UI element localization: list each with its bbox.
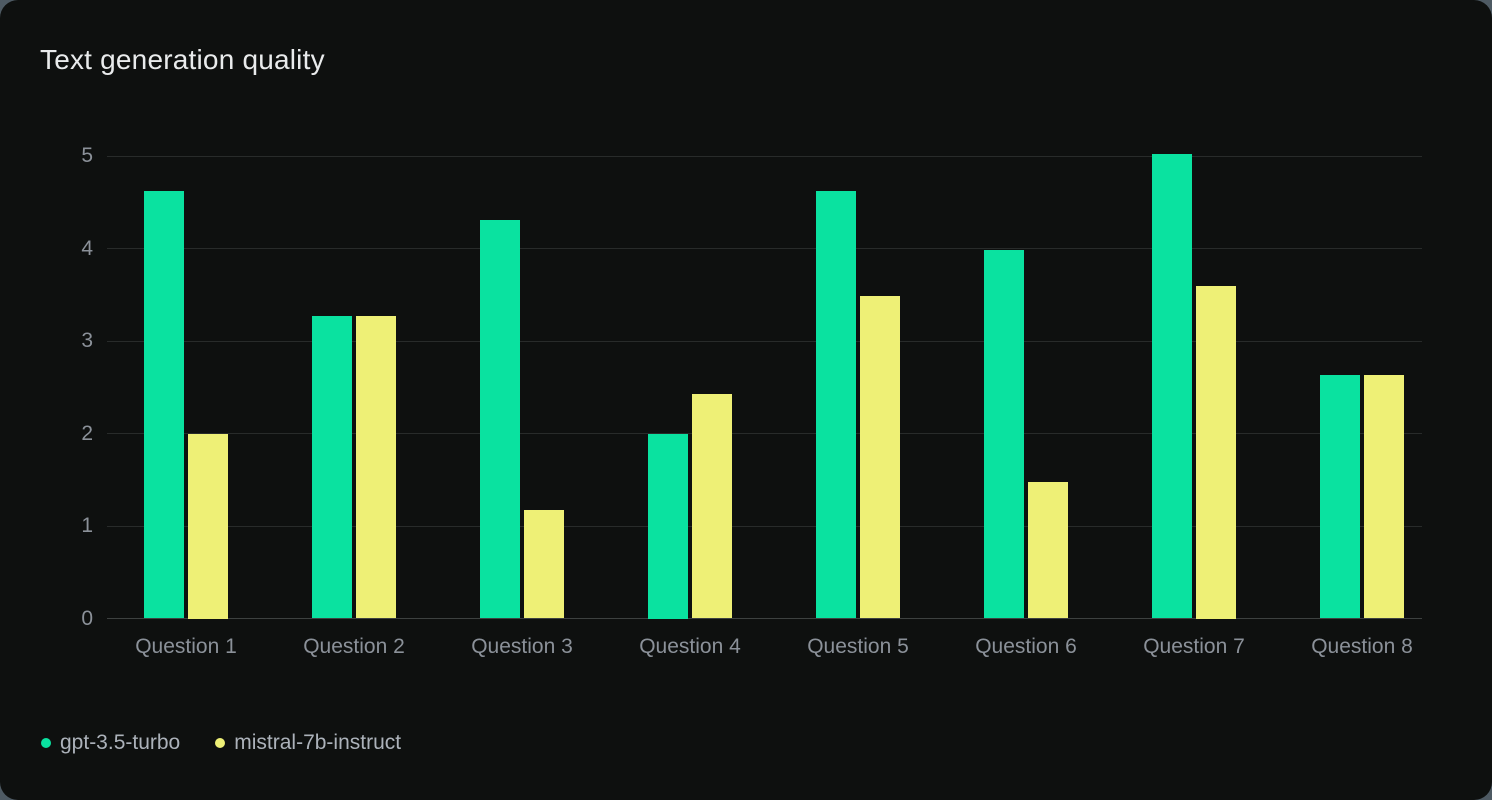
y-axis-tick-label: 3 bbox=[81, 329, 93, 352]
x-axis-category-label: Question 2 bbox=[303, 635, 405, 658]
bar-gpt-3.5-turbo-q1 bbox=[144, 191, 184, 619]
bar-mistral-7b-instruct-q7 bbox=[1196, 285, 1236, 619]
x-axis-category-label: Question 8 bbox=[1311, 635, 1413, 658]
bar-gpt-3.5-turbo-q5 bbox=[816, 191, 856, 619]
x-axis-category-label: Question 3 bbox=[471, 635, 573, 658]
bar-gpt-3.5-turbo-q6 bbox=[984, 250, 1024, 619]
bar-mistral-7b-instruct-q4 bbox=[692, 393, 732, 619]
bar-mistral-7b-instruct-q6 bbox=[1028, 481, 1068, 619]
chart-legend: gpt-3.5-turbo mistral-7b-instruct bbox=[41, 731, 401, 755]
y-axis-tick-label: 0 bbox=[81, 606, 93, 630]
x-axis-category-label: Question 7 bbox=[1143, 635, 1245, 658]
legend-dot-icon bbox=[41, 738, 51, 748]
bar-gpt-3.5-turbo-q2 bbox=[312, 316, 352, 619]
gridline-y1 bbox=[107, 525, 1422, 527]
x-axis-category-label: Question 4 bbox=[639, 635, 741, 658]
gridline-y5 bbox=[107, 155, 1422, 157]
gridline-y3 bbox=[107, 340, 1422, 342]
bar-mistral-7b-instruct-q2 bbox=[356, 316, 396, 619]
legend-series-label: mistral-7b-instruct bbox=[234, 731, 402, 754]
bar-gpt-3.5-turbo-q4 bbox=[648, 433, 688, 619]
gridline-y0 bbox=[107, 618, 1422, 619]
legend-series-label: gpt-3.5-turbo bbox=[60, 731, 181, 754]
y-axis-tick-label: 5 bbox=[81, 144, 93, 167]
legend-item-gpt-3.5-turbo[interactable]: gpt-3.5-turbo bbox=[41, 731, 180, 755]
bar-mistral-7b-instruct-q5 bbox=[860, 295, 900, 619]
bar-mistral-7b-instruct-q3 bbox=[524, 510, 564, 619]
bar-mistral-7b-instruct-q1 bbox=[188, 433, 228, 619]
x-axis-category-label: Question 5 bbox=[807, 635, 909, 658]
bar-gpt-3.5-turbo-q7 bbox=[1152, 154, 1192, 619]
y-axis-tick-label: 1 bbox=[81, 514, 93, 537]
bar-gpt-3.5-turbo-q8 bbox=[1320, 375, 1360, 619]
x-axis-category-label: Question 6 bbox=[975, 635, 1077, 658]
gridline-y4 bbox=[107, 248, 1422, 249]
bar-gpt-3.5-turbo-q3 bbox=[480, 219, 520, 619]
y-axis-tick-label: 2 bbox=[81, 421, 93, 445]
y-axis-tick-label: 4 bbox=[81, 236, 93, 260]
bar-mistral-7b-instruct-q8 bbox=[1364, 375, 1404, 619]
gridline-y2 bbox=[107, 433, 1422, 434]
legend-dot-icon bbox=[215, 738, 226, 748]
chart-title: Text generation quality bbox=[40, 44, 325, 75]
legend-item-mistral-7b-instruct[interactable]: mistral-7b-instruct bbox=[215, 731, 401, 755]
x-axis-category-label: Question 1 bbox=[135, 635, 237, 658]
